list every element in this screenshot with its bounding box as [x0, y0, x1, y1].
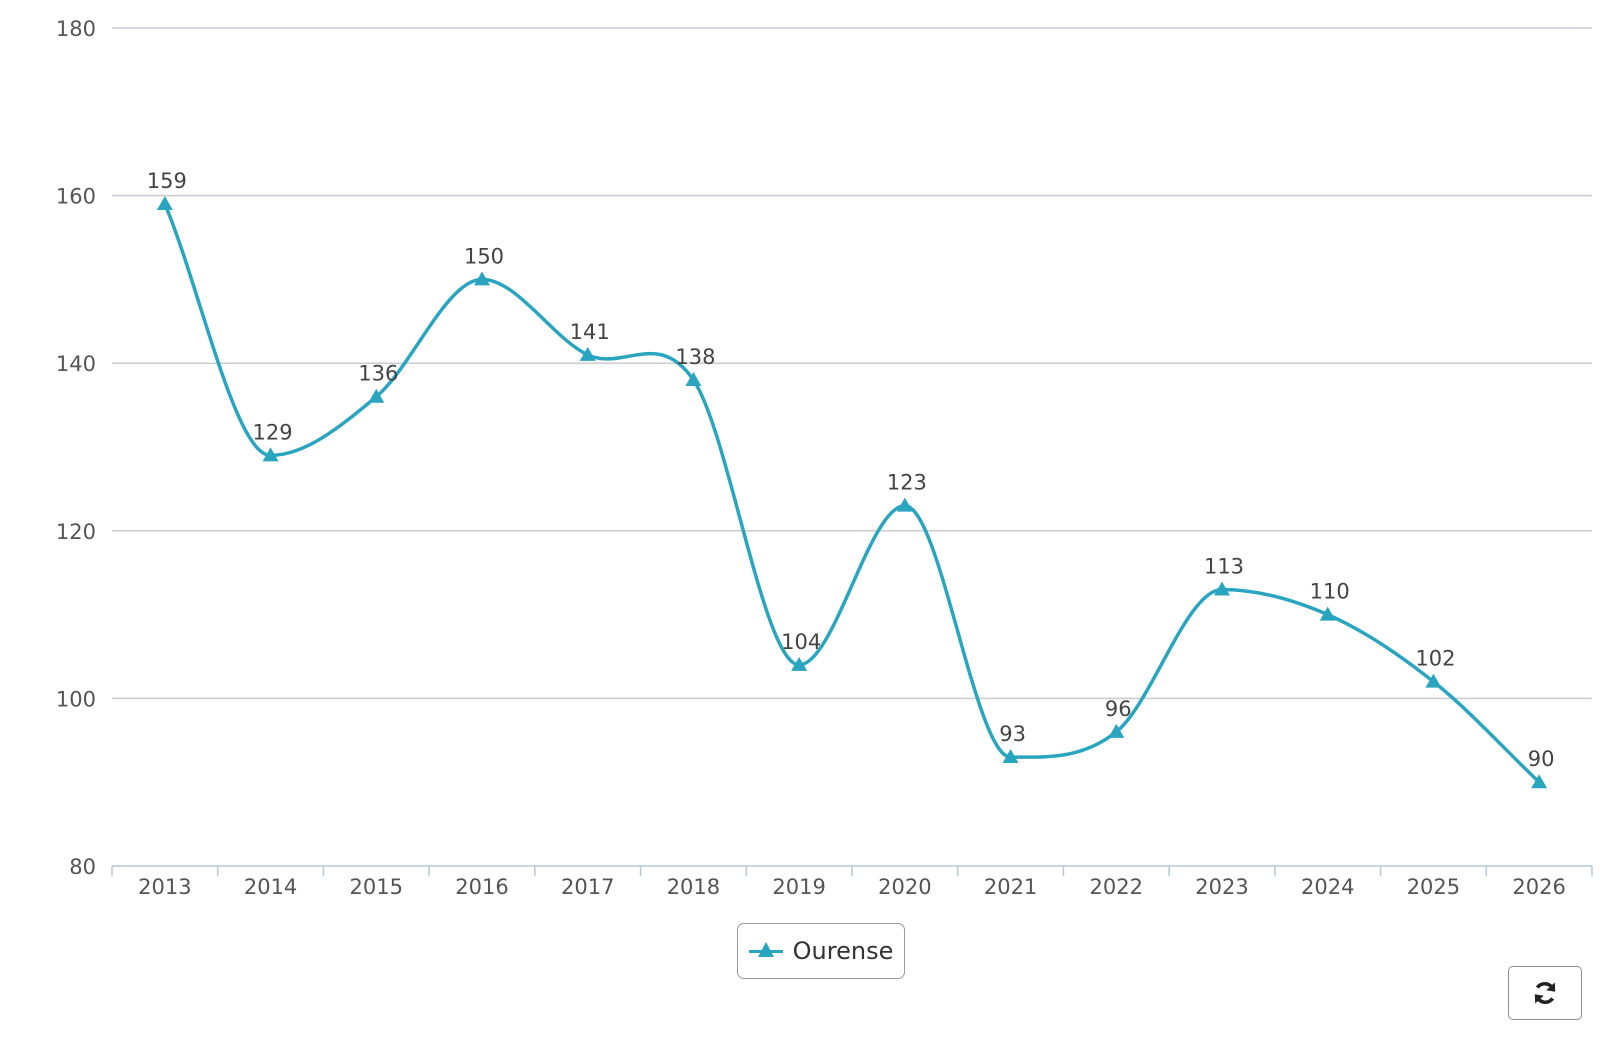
- data-point: [1531, 774, 1548, 789]
- y-tick-label: 140: [56, 352, 96, 376]
- data-label: 104: [781, 630, 821, 654]
- data-label: 102: [1415, 647, 1455, 671]
- legend-item-ourense[interactable]: Ourense: [737, 923, 905, 979]
- x-tick-label: 2019: [772, 875, 825, 899]
- data-label: 136: [358, 362, 398, 386]
- data-point: [1425, 673, 1442, 688]
- series-line-ourense: [163, 203, 1541, 784]
- data-point: [685, 371, 702, 386]
- data-point: [579, 346, 596, 361]
- data-label: 113: [1204, 554, 1244, 578]
- x-tick-label: 2026: [1512, 875, 1565, 899]
- data-point: [1214, 581, 1230, 596]
- refresh-icon: [1534, 981, 1556, 1005]
- data-label: 93: [999, 722, 1026, 746]
- data-label: 150: [464, 244, 504, 268]
- data-point: [791, 656, 808, 671]
- data-point: [156, 195, 173, 210]
- legend-label: Ourense: [792, 937, 894, 965]
- series-markers: [156, 195, 1548, 789]
- x-tick-label: 2013: [138, 875, 191, 899]
- data-label: 138: [675, 345, 715, 369]
- y-axis-labels: 80 100 120 140 160 180: [56, 17, 96, 879]
- x-tick-label: 2023: [1195, 875, 1248, 899]
- refresh-button[interactable]: [1508, 966, 1582, 1020]
- x-tick-label: 2018: [667, 875, 720, 899]
- data-label: 141: [570, 320, 610, 344]
- data-label: 129: [253, 420, 293, 444]
- x-tick-label: 2016: [455, 875, 508, 899]
- y-tick-label: 80: [69, 855, 96, 879]
- y-tick-label: 180: [56, 17, 96, 41]
- data-label: 110: [1310, 580, 1350, 604]
- y-tick-label: 120: [56, 520, 96, 544]
- x-tick-label: 2022: [1090, 875, 1143, 899]
- x-tick-label: 2017: [561, 875, 614, 899]
- y-tick-label: 160: [56, 185, 96, 209]
- x-tick-label: 2014: [244, 875, 297, 899]
- triangle-line-icon: [748, 941, 783, 961]
- x-tick-label: 2024: [1301, 875, 1354, 899]
- data-label: 159: [147, 169, 187, 193]
- data-label: 123: [887, 471, 927, 495]
- data-label: 90: [1528, 747, 1555, 771]
- x-tick-label: 2025: [1407, 875, 1460, 899]
- data-point: [1108, 723, 1125, 738]
- x-tick-label: 2015: [350, 875, 403, 899]
- y-tick-label: 100: [56, 687, 96, 711]
- data-label: 96: [1105, 697, 1132, 721]
- data-point: [1002, 749, 1019, 764]
- data-labels: 159 129 136 150 141 138 104 123 93 96 113 110 102 90: [147, 169, 1555, 771]
- data-point: [896, 497, 913, 512]
- x-tick-label: 2020: [878, 875, 931, 899]
- data-point: [474, 271, 490, 286]
- data-point: [262, 447, 279, 462]
- x-axis: 2013 2014 2015 2016 2017 2018 2019 2020 2021 2022…: [111, 865, 1593, 899]
- data-point: [1319, 606, 1336, 621]
- data-point: [368, 388, 385, 403]
- x-tick-label: 2021: [984, 875, 1037, 899]
- grid-lines: [112, 27, 1592, 700]
